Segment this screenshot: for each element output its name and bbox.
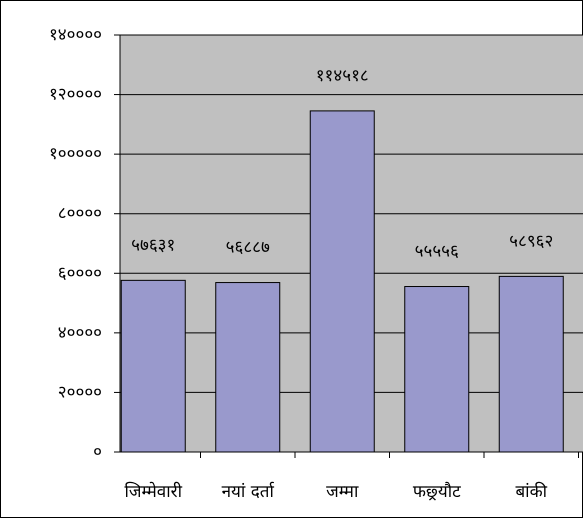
y-tick-label: ४०००० xyxy=(58,323,102,343)
bar xyxy=(498,275,564,453)
y-tick-label: ८०००० xyxy=(58,204,102,224)
y-tick-label: २०००० xyxy=(58,382,102,402)
y-tick-label: ० xyxy=(93,442,102,462)
y-tick-label: ६०००० xyxy=(58,263,102,283)
bar xyxy=(120,279,186,453)
value-label: ५५५५६ xyxy=(415,242,459,262)
x-tick-label: नयां दर्ता xyxy=(222,481,275,502)
value-label: ५८९६२ xyxy=(509,231,553,251)
y-tick-label: १४०००० xyxy=(49,25,102,45)
x-tick-label: जम्मा xyxy=(326,482,359,502)
bar xyxy=(215,282,281,453)
x-tick-label: बांकी xyxy=(515,481,547,502)
x-tick-label: जिम्मेवारी xyxy=(125,481,183,502)
value-label: ११४५१८ xyxy=(316,66,369,86)
value-label: ५७६३१ xyxy=(131,235,175,255)
bar xyxy=(309,110,375,453)
bar xyxy=(404,286,470,453)
value-label: ५६८८७ xyxy=(226,238,270,258)
y-tick-label: १२०००० xyxy=(49,85,102,105)
x-tick-label: फछ्र्यौट xyxy=(413,481,461,502)
y-tick-label: १००००० xyxy=(49,144,102,164)
